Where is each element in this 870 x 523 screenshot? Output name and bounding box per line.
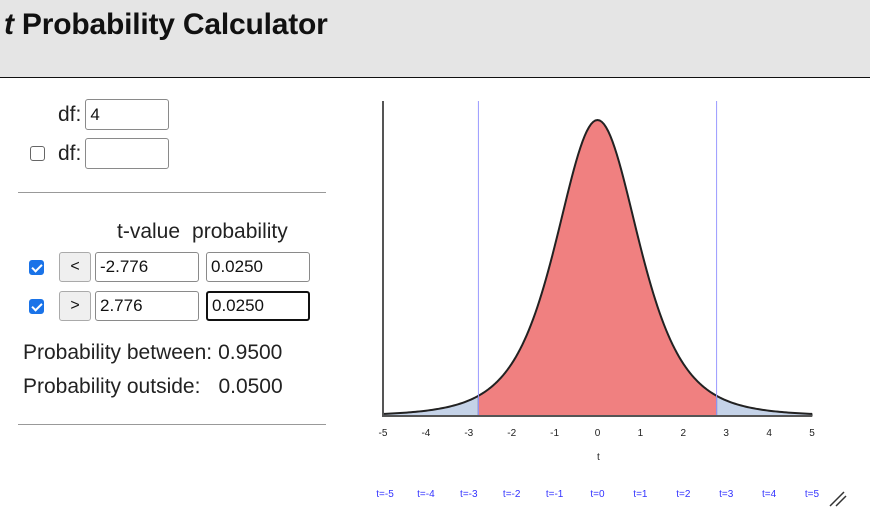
df2-label: df: (58, 141, 82, 165)
t-link[interactable]: t=2 (676, 489, 691, 500)
tvalue-header: t-value (117, 220, 181, 243)
tvalue-input-2[interactable] (95, 291, 199, 321)
x-tick-label: -2 (507, 428, 517, 439)
greater-than-button[interactable]: > (59, 291, 91, 321)
probability-input-2[interactable] (206, 291, 310, 321)
row2-checkbox[interactable] (29, 298, 44, 314)
df-label: df: (58, 102, 82, 126)
between-value: 0.9500 (218, 341, 283, 364)
page-header: t Probability Calculator (0, 0, 870, 78)
table-header: t-value probability (117, 220, 288, 244)
between-label: Probability between: (23, 341, 213, 364)
less-than-button[interactable]: < (59, 252, 91, 282)
x-tick-label: -1 (550, 428, 560, 439)
prob-outside: Probability outside: 0.0500 (23, 375, 283, 399)
x-axis-label: t (597, 452, 600, 463)
table-row: < (29, 252, 310, 282)
t-link[interactable]: t=-4 (417, 489, 435, 500)
df2-input[interactable] (85, 138, 170, 169)
t-link[interactable]: t=-3 (460, 489, 478, 500)
df-row-2: df: (30, 138, 170, 169)
density-plot (382, 101, 813, 417)
outside-value: 0.0500 (218, 375, 283, 398)
df-row-1: df: (58, 99, 170, 130)
table-row: > (29, 291, 310, 321)
x-tick-label: -5 (378, 428, 388, 439)
row1-checkbox[interactable] (29, 259, 44, 275)
t-link[interactable]: t=1 (633, 489, 648, 500)
df2-checkbox[interactable] (30, 146, 45, 161)
page-title: t Probability Calculator (4, 8, 328, 41)
t-link[interactable]: t=4 (762, 489, 777, 500)
x-tick-label: 5 (809, 428, 815, 439)
divider (18, 192, 326, 193)
t-link[interactable]: t=-5 (376, 489, 394, 500)
resize-handle-icon[interactable] (828, 488, 848, 508)
tvalue-input-1[interactable] (95, 252, 199, 282)
t-link[interactable]: t=3 (719, 489, 734, 500)
t-link[interactable]: t=-1 (545, 489, 564, 500)
probability-input-1[interactable] (206, 252, 310, 282)
prob-between: Probability between: 0.9500 (23, 341, 282, 365)
x-tick-label: -4 (421, 428, 431, 439)
probability-header: probability (192, 220, 288, 243)
x-tick-label: 1 (637, 428, 644, 439)
t-distribution-chart: -5 -4 -3 -2 -1 0 1 2 3 4 5 t=-5 t=-4 t=-3 t=-2 t=-1 t=0… (360, 90, 870, 518)
t-link[interactable]: t=5 (804, 489, 820, 500)
t-link[interactable]: t=-2 (502, 489, 521, 500)
divider (18, 424, 326, 425)
x-tick-label: 4 (766, 428, 772, 439)
x-tick-label: -3 (464, 428, 474, 439)
df-input[interactable] (85, 99, 170, 130)
x-tick-label: 0 (594, 428, 601, 439)
t-link[interactable]: t=0 (590, 489, 605, 500)
outside-label: Probability outside: (23, 375, 201, 398)
x-tick-label: 2 (680, 428, 687, 439)
x-tick-label: 3 (723, 428, 729, 439)
